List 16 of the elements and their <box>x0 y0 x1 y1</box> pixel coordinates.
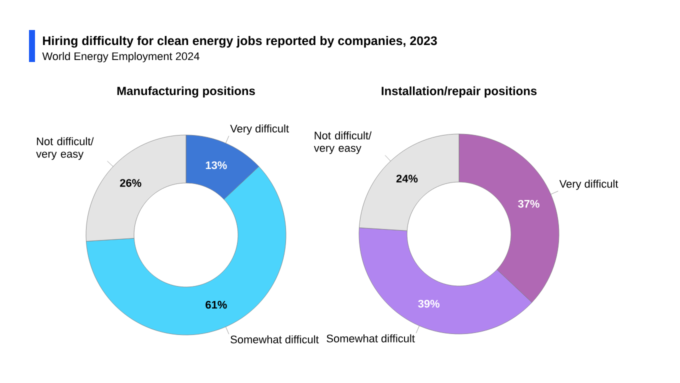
data-label: 61% <box>206 300 227 309</box>
text: World Energy Employment 2024 <box>42 52 200 62</box>
data-label: 37% <box>518 200 540 208</box>
slice-label: Somewhat difficult <box>230 335 319 344</box>
slice-label: Not difficult/ very easy <box>314 131 372 154</box>
text: Hiring difficulty for clean energy jobs reported by companies, 2023 <box>43 36 437 48</box>
data-label: 26% <box>120 179 142 187</box>
data-label: 13% <box>206 161 227 170</box>
data-label: 39% <box>418 300 440 308</box>
slice-label: Somewhat difficult <box>326 334 415 342</box>
chart-title: Manufacturing positions <box>117 86 255 98</box>
data-label: 24% <box>396 174 418 182</box>
slice-label: Very difficult <box>230 124 289 135</box>
chart-title: Installation/repair positions <box>382 86 537 98</box>
slice-label: Not difficult/ very easy <box>36 137 94 160</box>
slice-label: Very difficult <box>559 180 618 190</box>
